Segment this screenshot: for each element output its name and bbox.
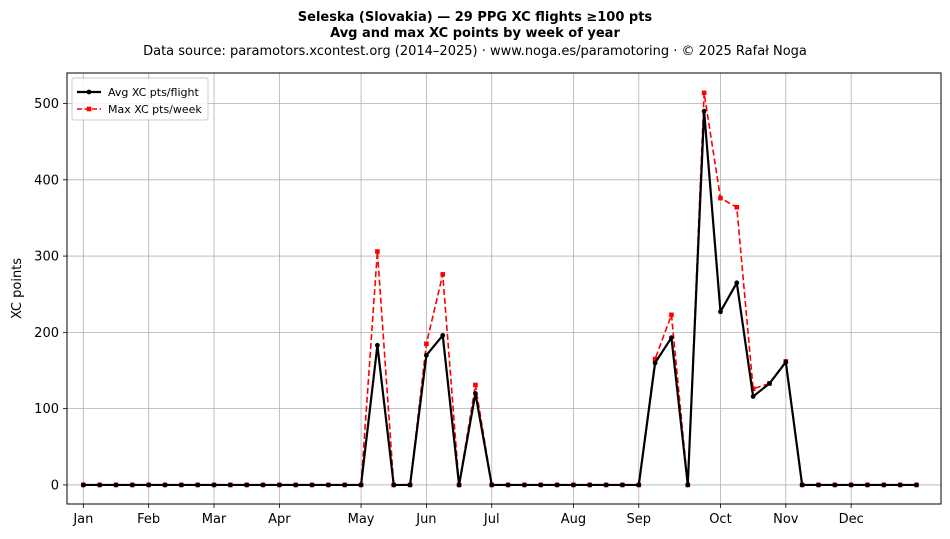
avg-data-point [522, 482, 527, 488]
avg-data-point [276, 482, 282, 488]
series-line-max [83, 92, 917, 486]
avg-data-point [652, 360, 658, 366]
max-data-point [701, 90, 707, 96]
avg-data-point [456, 482, 462, 488]
avg-data-point [587, 482, 593, 488]
avg-data-point [620, 482, 625, 488]
legend-label: Avg XC pts/flight [108, 86, 199, 99]
x-tick-label: Jun [415, 512, 436, 527]
avg-data-point [897, 482, 903, 488]
y-axis-label: XC points [10, 258, 25, 319]
x-tick-label: Jan [72, 512, 93, 527]
avg-data-point [146, 482, 152, 488]
avg-data-point [80, 482, 86, 488]
max-data-point [440, 272, 446, 277]
max-data-point [473, 382, 478, 388]
avg-data-point [473, 390, 478, 396]
avg-data-point [685, 482, 691, 488]
avg-data-point [669, 335, 674, 341]
x-tick-label: Nov [773, 512, 799, 527]
series-line-avg [83, 110, 917, 487]
chart-title-line2: Avg and max XC points by week of year [330, 26, 620, 41]
avg-data-point [358, 482, 364, 488]
avg-data-point [211, 482, 217, 488]
avg-data-point [603, 482, 609, 488]
avg-data-point [97, 482, 103, 488]
avg-data-point [636, 482, 642, 488]
avg-data-point [750, 394, 756, 399]
series-layer [80, 90, 919, 488]
avg-data-point [538, 482, 544, 488]
max-data-point [734, 204, 740, 210]
legend-label: Max XC pts/week [108, 103, 202, 116]
legend-box [71, 77, 209, 121]
avg-data-point [848, 482, 854, 488]
avg-data-point [440, 333, 446, 338]
avg-data-point [424, 352, 429, 358]
avg-data-point [129, 482, 135, 488]
x-tick-label: Sep [627, 512, 652, 527]
chart-subtitle: Data source: paramotors.xcontest.org (20… [143, 44, 807, 59]
y-tick-label: 200 [34, 326, 59, 341]
legend-marker [86, 89, 92, 95]
avg-data-point [718, 309, 723, 315]
avg-data-point [783, 359, 789, 365]
legend-marker [86, 106, 92, 112]
x-tick-label: Jul [483, 512, 500, 527]
avg-data-point [832, 482, 838, 488]
avg-data-point [767, 381, 772, 386]
avg-data-point [374, 342, 380, 348]
x-tick-label: Aug [561, 512, 586, 527]
avg-data-point [195, 482, 201, 488]
grid-layer [67, 73, 941, 504]
avg-data-point [881, 482, 887, 488]
avg-data-point [554, 482, 560, 488]
avg-data-point [407, 482, 413, 488]
avg-data-point [342, 482, 348, 488]
avg-data-point [227, 482, 233, 488]
y-tick-label: 500 [34, 97, 59, 112]
avg-data-point [325, 482, 331, 488]
x-tick-label: Mar [202, 512, 227, 527]
x-tick-label: Dec [839, 512, 864, 527]
avg-data-point [571, 482, 576, 488]
chart-title-line1: Seleska (Slovakia) — 29 PPG XC flights ≥… [298, 10, 653, 25]
avg-data-point [391, 482, 397, 488]
max-data-point [669, 312, 674, 318]
avg-data-point [293, 482, 299, 488]
avg-data-point [162, 482, 168, 488]
x-tick-label: Feb [137, 512, 160, 527]
y-tick-label: 0 [51, 478, 59, 493]
tick-layer: Jan Feb Mar Apr May Jun Jul Aug Sep Oct Nov Dec 0 100… [34, 97, 864, 527]
x-tick-label: Oct [709, 512, 731, 527]
avg-data-point [244, 482, 250, 488]
x-tick-label: Apr [268, 512, 291, 527]
y-tick-label: 100 [34, 402, 59, 417]
avg-data-point [113, 482, 119, 488]
max-data-point [718, 195, 723, 201]
avg-data-point [799, 482, 805, 488]
avg-data-point [260, 482, 266, 488]
avg-data-point [701, 108, 707, 114]
avg-data-point [816, 482, 821, 488]
avg-data-point [178, 482, 184, 488]
avg-data-point [309, 482, 315, 488]
avg-data-point [865, 482, 870, 488]
legend: Avg XC pts/flight Max XC pts/week [71, 77, 209, 121]
avg-data-point [734, 280, 740, 286]
avg-data-point [505, 482, 511, 488]
max-data-point [652, 356, 658, 362]
avg-data-point [489, 482, 495, 488]
max-data-point [424, 341, 429, 347]
max-data-point [375, 249, 380, 254]
y-tick-label: 400 [34, 173, 59, 188]
x-tick-label: May [348, 512, 375, 527]
y-tick-label: 300 [34, 250, 59, 265]
avg-data-point [914, 482, 919, 488]
plot-frame [66, 72, 942, 505]
